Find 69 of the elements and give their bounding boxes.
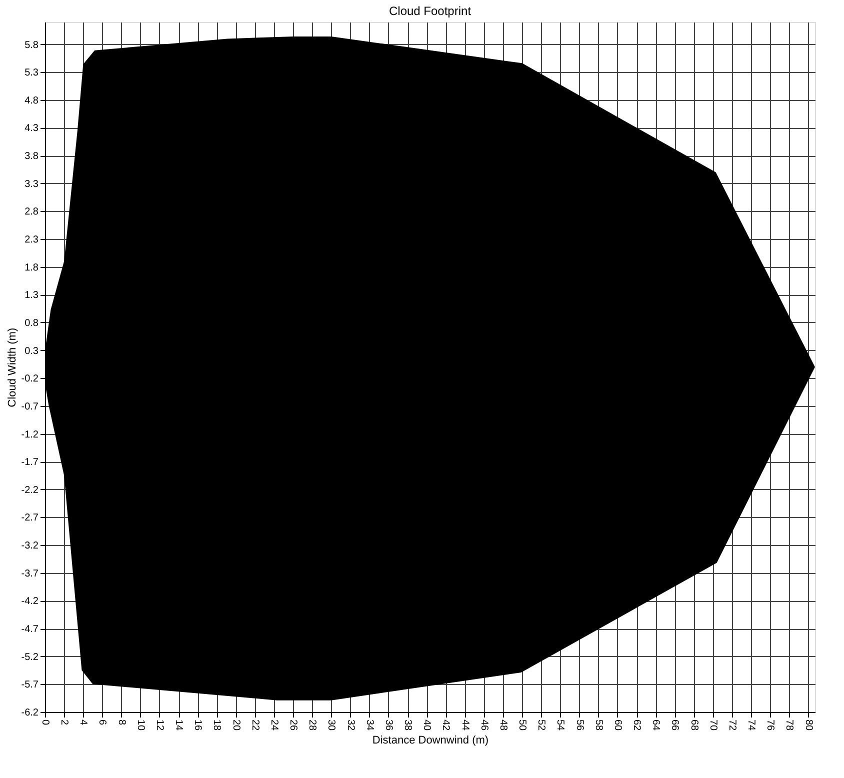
x-tick-label: 50 [516, 720, 528, 732]
x-tick-label: 30 [326, 720, 337, 732]
x-tick-label: 22 [249, 720, 260, 732]
y-tick-label: 0.3 [24, 346, 39, 357]
x-tick-label: 72 [726, 720, 738, 732]
x-tick-label: 20 [230, 720, 242, 732]
y-tick-label: 4.8 [24, 95, 39, 106]
x-tick-label: 64 [650, 720, 662, 732]
y-tick-label: -6.2 [21, 708, 39, 718]
x-tick-label: 40 [421, 720, 432, 732]
x-tick-label: 54 [554, 720, 566, 732]
x-tick-label: 18 [211, 720, 222, 732]
x-tick-label: 8 [116, 720, 127, 726]
x-tick-label: 24 [268, 720, 280, 732]
x-tick-label: 52 [536, 720, 547, 732]
y-tick-label: -1.2 [21, 429, 39, 440]
y-tick-label: -1.7 [21, 457, 39, 468]
y-tick-label: -4.7 [21, 624, 39, 636]
x-tick-label: 14 [173, 720, 184, 732]
y-tick-label: -5.7 [21, 680, 39, 691]
x-tick-label: 16 [192, 720, 204, 732]
y-tick-label: 4.3 [24, 123, 39, 134]
x-tick-label: 78 [784, 720, 795, 732]
y-tick-label: 3.3 [24, 178, 39, 190]
chart-title: Cloud Footprint [388, 4, 472, 18]
x-tick-label: 28 [306, 720, 318, 732]
x-axis-title: Distance Downwind (m) [372, 734, 489, 747]
x-tick-label: 0 [40, 720, 50, 726]
x-tick-label: 58 [592, 720, 604, 732]
x-tick-label: 60 [612, 720, 623, 732]
y-tick-label: 1.8 [24, 262, 39, 274]
x-tick-label: 48 [497, 720, 508, 732]
y-tick-label: 3.8 [24, 151, 39, 162]
y-tick-label: 0.8 [24, 318, 39, 329]
x-tick-label: 76 [764, 720, 776, 732]
x-tick-label: 38 [402, 720, 414, 732]
x-tick-label: 4 [78, 720, 89, 726]
x-tick-label: 6 [96, 720, 108, 726]
y-tick-label: -4.2 [21, 596, 39, 608]
x-tick-label: 36 [382, 720, 394, 732]
x-tick-label: 80 [802, 720, 814, 732]
y-tick-label: -2.2 [21, 484, 39, 496]
y-tick-label: -0.2 [21, 374, 39, 385]
x-tick-label: 10 [134, 720, 146, 732]
x-tick-label: 34 [364, 720, 375, 732]
x-tick-label: 66 [669, 720, 680, 732]
x-tick-label: 62 [631, 720, 642, 732]
y-axis-title: Cloud Width (m) [6, 328, 18, 408]
x-tick-label: 70 [707, 720, 718, 732]
x-tick-label: 32 [344, 720, 356, 732]
y-tick-label: -3.2 [21, 540, 39, 552]
y-tick-label: 5.3 [24, 68, 39, 79]
x-tick-label: 42 [440, 720, 452, 732]
x-tick-label: 26 [288, 720, 299, 732]
x-tick-label: 56 [574, 720, 585, 732]
y-tick-label: -5.2 [21, 652, 39, 663]
x-tick-label: 2 [58, 720, 70, 726]
x-tick-label: 12 [154, 720, 165, 732]
y-tick-label: 2.3 [24, 234, 39, 246]
y-tick-label: -3.7 [21, 568, 39, 580]
y-tick-label: -0.7 [21, 401, 39, 412]
x-tick-label: 44 [459, 720, 470, 732]
y-tick-label: -2.7 [21, 512, 39, 524]
y-tick-label: 5.8 [24, 40, 39, 51]
y-tick-label: 2.8 [24, 206, 39, 218]
y-tick-label: 1.3 [24, 290, 39, 302]
x-tick-label: 68 [688, 720, 700, 732]
x-tick-label: 74 [746, 720, 757, 732]
x-tick-label: 46 [478, 720, 490, 732]
